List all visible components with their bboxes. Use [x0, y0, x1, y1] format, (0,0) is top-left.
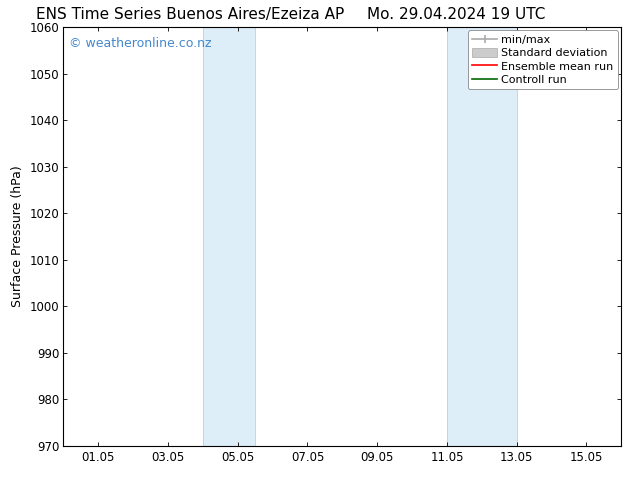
Legend: min/max, Standard deviation, Ensemble mean run, Controll run: min/max, Standard deviation, Ensemble me…: [468, 30, 618, 89]
Bar: [447, 27, 517, 446]
Text: Mo. 29.04.2024 19 UTC: Mo. 29.04.2024 19 UTC: [367, 7, 546, 23]
Bar: [203, 27, 255, 446]
Text: © weatheronline.co.nz: © weatheronline.co.nz: [69, 37, 212, 50]
Y-axis label: Surface Pressure (hPa): Surface Pressure (hPa): [11, 166, 24, 307]
Text: ENS Time Series Buenos Aires/Ezeiza AP: ENS Time Series Buenos Aires/Ezeiza AP: [36, 7, 344, 23]
